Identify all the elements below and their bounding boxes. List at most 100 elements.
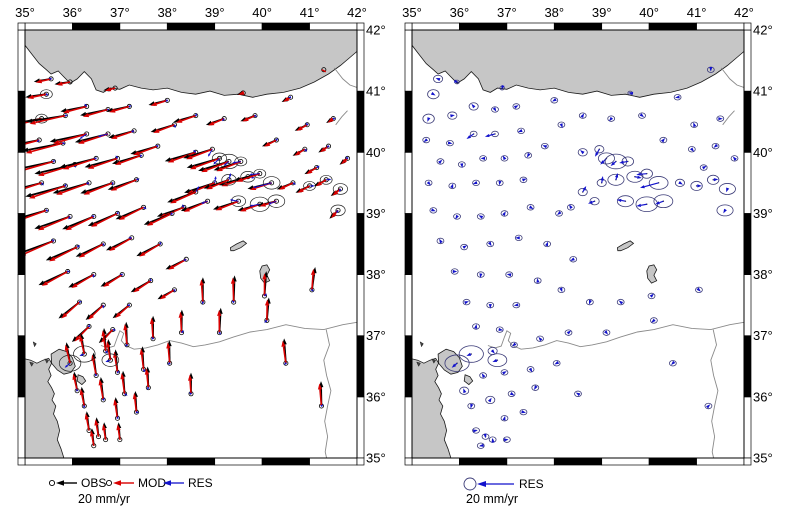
station-vector bbox=[90, 428, 97, 449]
station-vector bbox=[479, 155, 487, 162]
lon-axis-label: 40° bbox=[639, 5, 659, 20]
station-vector bbox=[149, 315, 156, 342]
lake bbox=[76, 374, 87, 386]
islet bbox=[32, 341, 37, 348]
station-vector bbox=[577, 186, 588, 197]
station-vector bbox=[100, 272, 125, 287]
station-vector bbox=[588, 197, 600, 206]
political-border bbox=[335, 110, 348, 126]
station-vector bbox=[25, 158, 56, 171]
station-vector bbox=[102, 422, 109, 443]
sea-polygon bbox=[412, 357, 452, 458]
lat-axis-label: 37° bbox=[366, 328, 386, 343]
station-vector bbox=[58, 299, 83, 319]
station-vector bbox=[486, 240, 495, 248]
station-vector bbox=[526, 366, 535, 373]
lat-axis-label: 39° bbox=[753, 206, 773, 221]
station-vector bbox=[526, 204, 535, 211]
right-map-legend: RES 20 mm/yr bbox=[463, 477, 544, 506]
station-vector bbox=[144, 366, 151, 391]
station-vector bbox=[596, 176, 607, 187]
station-vector bbox=[281, 94, 294, 102]
station-vector bbox=[230, 275, 237, 305]
station-vector bbox=[517, 127, 525, 135]
geography-layer bbox=[25, 30, 357, 458]
station-vector bbox=[578, 112, 587, 119]
station-vector bbox=[87, 210, 120, 227]
station-vector bbox=[476, 213, 485, 220]
station-vector bbox=[500, 369, 509, 376]
lat-axis-label: 36° bbox=[366, 389, 386, 404]
legend-res-label: RES bbox=[519, 477, 544, 491]
station-vector bbox=[80, 106, 111, 118]
station-vector bbox=[500, 210, 509, 217]
station-vector bbox=[101, 328, 109, 354]
station-vector bbox=[49, 131, 90, 144]
lat-axis-label: 42° bbox=[753, 23, 773, 38]
station-vector bbox=[313, 174, 333, 187]
station-vector bbox=[183, 146, 215, 160]
lat-axis-label: 38° bbox=[366, 267, 386, 282]
station-vector bbox=[674, 178, 685, 187]
lat-axis-label: 40° bbox=[753, 145, 773, 160]
political-border bbox=[722, 110, 735, 126]
station-vector bbox=[557, 286, 566, 294]
lon-axis-label: 41° bbox=[300, 5, 320, 20]
station-vector bbox=[139, 346, 147, 373]
station-vector bbox=[659, 136, 668, 144]
station-vector bbox=[257, 194, 286, 208]
station-vector bbox=[115, 204, 147, 220]
station-vector bbox=[150, 122, 177, 133]
station-vector bbox=[436, 158, 445, 165]
station-vector bbox=[704, 402, 713, 410]
sea-polygon bbox=[25, 30, 357, 98]
lon-axis-label: 39° bbox=[205, 5, 225, 20]
obs-arrow-icon bbox=[56, 480, 64, 486]
geography-layer bbox=[412, 30, 744, 458]
lon-axis-label: 38° bbox=[544, 5, 564, 20]
station-vector bbox=[205, 116, 227, 126]
sea-polygon bbox=[412, 30, 744, 98]
station-vector bbox=[707, 174, 720, 185]
station-vector bbox=[33, 76, 54, 84]
legend-res-label: RES bbox=[188, 476, 213, 490]
station-vector bbox=[519, 176, 528, 183]
station-vector bbox=[503, 436, 511, 443]
station-vector bbox=[130, 143, 161, 156]
station-vector bbox=[281, 338, 289, 366]
station-vector bbox=[73, 333, 96, 363]
station-vector bbox=[422, 136, 431, 144]
station-vector bbox=[173, 113, 199, 123]
station-vector bbox=[616, 298, 625, 306]
station-vector bbox=[640, 176, 669, 190]
station-vector bbox=[500, 155, 509, 162]
station-vector bbox=[165, 256, 189, 270]
station-vector bbox=[107, 177, 140, 191]
lat-axis-label: 38° bbox=[753, 267, 773, 282]
political-border bbox=[323, 329, 332, 458]
mod-tail-circle-icon bbox=[105, 479, 113, 487]
station-vector bbox=[485, 395, 496, 404]
station-vector bbox=[699, 164, 708, 171]
political-border bbox=[710, 329, 719, 458]
station-vector bbox=[567, 204, 575, 211]
lat-axis-label: 40° bbox=[366, 145, 386, 160]
station-vector bbox=[647, 292, 656, 300]
station-layer bbox=[25, 67, 351, 449]
station-vector bbox=[730, 155, 739, 162]
station-vector bbox=[524, 152, 533, 159]
left-map-legend: OBS MOD RES 20 mm/yr bbox=[48, 476, 213, 506]
station-vector bbox=[472, 427, 480, 434]
station-vector bbox=[84, 411, 92, 433]
station-vector bbox=[427, 89, 440, 100]
lon-axis-label: 37° bbox=[110, 5, 130, 20]
lake bbox=[616, 240, 635, 252]
station-vector bbox=[213, 195, 246, 211]
station-vector bbox=[669, 360, 677, 367]
station-vector bbox=[120, 370, 128, 397]
station-vector bbox=[101, 339, 120, 367]
station-vector bbox=[188, 372, 194, 397]
station-vector bbox=[103, 85, 118, 92]
station-vector bbox=[74, 131, 111, 144]
